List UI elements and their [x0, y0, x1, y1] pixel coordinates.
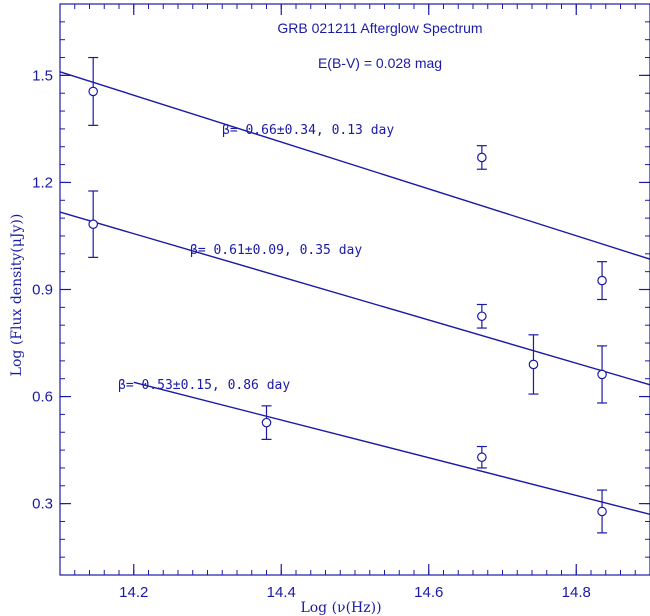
data-point [597, 369, 607, 380]
data-point [597, 506, 607, 517]
x-tick-label: 14.2 [119, 584, 148, 601]
y-axis-label: Log (Flux density(μJy)) [9, 214, 25, 377]
chart-annotation-reddening: E(B-V) = 0.028 mag [318, 55, 442, 71]
data-point [597, 275, 607, 286]
major-ticks [60, 4, 650, 575]
data-point [528, 359, 539, 370]
plot-frame [59, 3, 650, 576]
fit-labels: β= 0.66±0.34, 0.13 day β= 0.61±0.09, 0.35… [118, 123, 394, 393]
y-tick-label: 1.5 [32, 67, 53, 84]
x-tick-labels: 14.2 14.4 14.6 14.8 [119, 584, 591, 601]
y-tick-label: 0.9 [32, 282, 53, 299]
chart-annotation-title: GRB 021211 Afterglow Spectrum [277, 20, 482, 36]
data-point [477, 452, 487, 463]
fit-line [133, 381, 650, 516]
fit-label: β= 0.66±0.34, 0.13 day [222, 123, 394, 138]
data-point [88, 219, 98, 229]
x-tick-label: 14.8 [562, 584, 591, 601]
fit-label: β= 0.53±0.15, 0.86 day [118, 378, 290, 393]
y-tick-label: 1.2 [32, 174, 53, 191]
y-tick-labels: 0.3 0.6 0.9 1.2 1.5 [32, 67, 53, 512]
x-axis-label: Log (ν(Hz)) [300, 600, 381, 616]
fit-line [59, 71, 650, 260]
x-tick-label: 14.4 [267, 584, 296, 601]
y-tick-label: 0.3 [32, 496, 53, 513]
minor-ticks [59, 3, 650, 576]
fit-line [59, 211, 650, 386]
data-point [477, 152, 487, 163]
y-tick-label: 0.6 [32, 389, 53, 406]
fit-lines [59, 71, 650, 516]
fit-label: β= 0.61±0.09, 0.35 day [190, 243, 362, 258]
data-point [88, 86, 98, 97]
data-point [261, 417, 272, 428]
data-point [477, 311, 487, 322]
data-points [88, 56, 608, 534]
x-tick-label: 14.6 [414, 584, 443, 601]
